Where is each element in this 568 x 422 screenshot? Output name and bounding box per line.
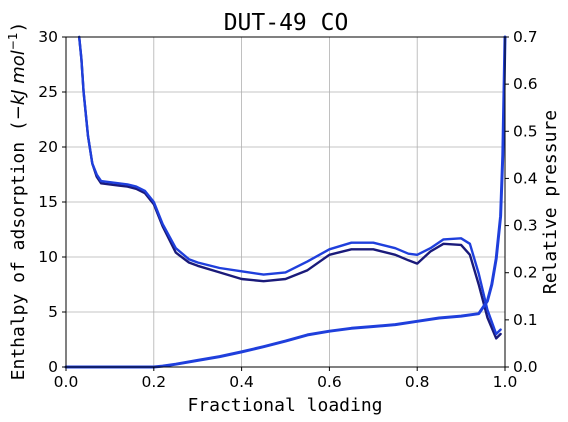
y-axis-right-label: Relative pressure <box>540 110 561 294</box>
enthalpy-line-0 <box>77 35 502 340</box>
y-tick-label: 10 <box>38 248 58 266</box>
enthalpy-line-1 <box>77 35 502 336</box>
y-tick-label: 5 <box>48 303 58 321</box>
y2-tick-label: 0.2 <box>513 264 538 282</box>
y-axis-left-label: Enthalpy of adsorption (−kJ mol−1) <box>6 22 29 381</box>
y2-tick-label: 0.3 <box>513 217 538 235</box>
x-tick-label: 1.0 <box>493 373 518 391</box>
y-axis-right-ticks: 0.0 0.1 0.2 0.3 0.4 0.5 0.6 0.7 <box>505 28 538 376</box>
chart-title: DUT-49 CO <box>224 10 349 36</box>
y-tick-label: 30 <box>38 28 58 46</box>
y2-tick-label: 0.4 <box>513 169 538 187</box>
y-left-label-sup: −1 <box>6 32 20 50</box>
y-left-label-math: −kJ mol <box>8 50 29 120</box>
y-tick-label: 25 <box>38 83 58 101</box>
y2-tick-label: 0.5 <box>513 122 538 140</box>
y2-tick-label: 0.7 <box>513 28 538 46</box>
y-left-label-prefix: Enthalpy of adsorption ( <box>8 120 29 380</box>
y2-tick-label: 0.0 <box>513 358 538 376</box>
y-tick-label: 0 <box>48 358 58 376</box>
y2-tick-label: 0.6 <box>513 75 538 93</box>
x-axis-label: Fractional loading <box>187 395 382 416</box>
y-tick-label: 20 <box>38 138 58 156</box>
x-axis-ticks: 0.0 0.2 0.4 0.6 0.8 1.0 <box>54 367 518 391</box>
y-tick-label: 15 <box>38 193 58 211</box>
x-tick-label: 0.2 <box>141 373 166 391</box>
y-left-label-suffix: ) <box>8 22 29 33</box>
y-axis-left-ticks: 0 5 10 15 20 25 30 <box>38 28 66 376</box>
x-tick-label: 0.4 <box>229 373 254 391</box>
y2-tick-label: 0.1 <box>513 311 538 329</box>
x-tick-label: 0.6 <box>317 373 342 391</box>
x-tick-label: 0.0 <box>54 373 79 391</box>
x-tick-label: 0.8 <box>405 373 430 391</box>
